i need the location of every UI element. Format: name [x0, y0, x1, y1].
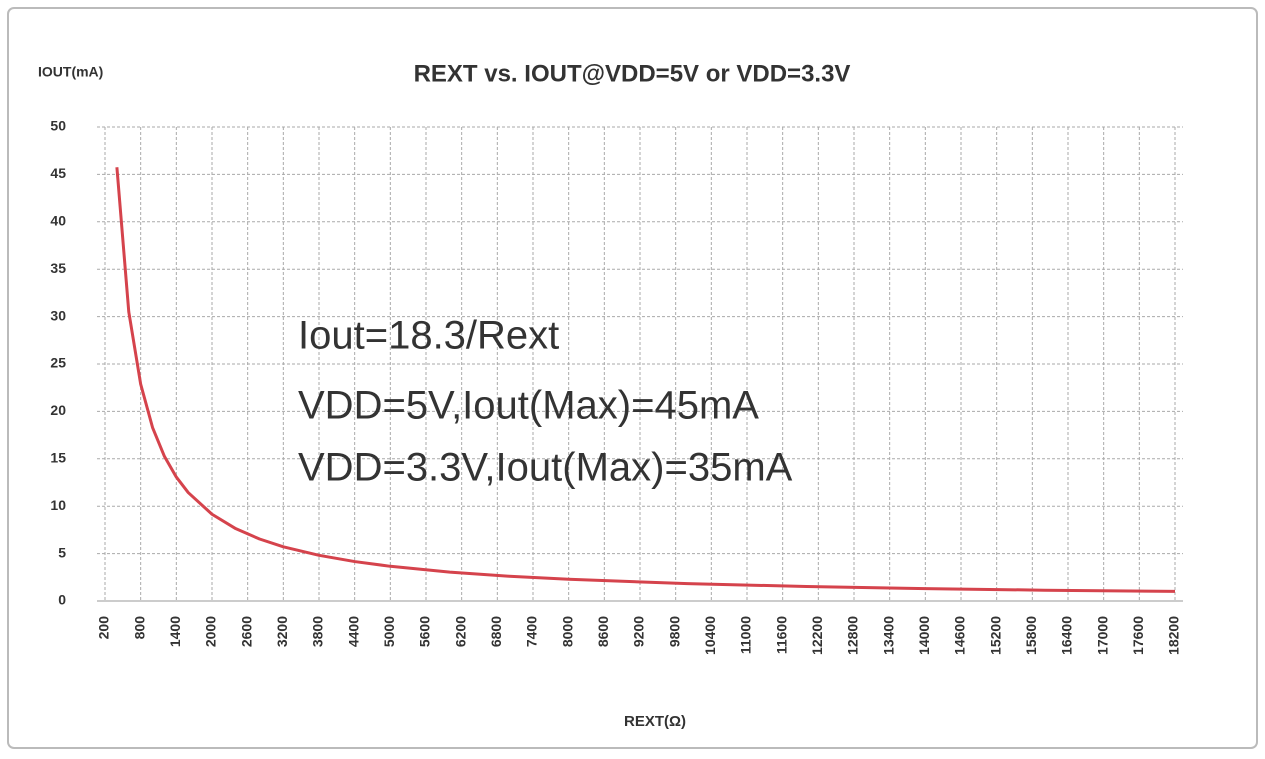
x-tick-label: 14000: [916, 616, 932, 655]
x-tick-label: 14600: [952, 616, 968, 655]
x-tick-label: 12200: [809, 616, 825, 655]
x-tick-label: 200: [96, 616, 112, 640]
x-tick-label: 11600: [773, 616, 789, 654]
y-tick-label: 40: [50, 213, 66, 229]
x-tick-label: 5000: [381, 616, 397, 647]
chart-title: REXT vs. IOUT@VDD=5V or VDD=3.3V: [414, 60, 851, 87]
x-tick-label: 16400: [1059, 616, 1075, 655]
y-tick-label: 30: [50, 307, 66, 323]
data-line: [115, 167, 1176, 593]
x-tick-label: 1400: [167, 616, 183, 647]
y-tick-label: 5: [58, 544, 66, 560]
y-tick-label: 15: [50, 450, 66, 466]
annotation: VDD=5V,Iout(Max)=45mA: [298, 384, 759, 428]
x-tick-label: 8600: [595, 616, 611, 647]
x-tick-label: 3800: [310, 616, 326, 647]
x-tick-label: 2600: [238, 616, 254, 647]
x-tick-label: 4400: [345, 616, 361, 647]
chart-frame: [7, 7, 1258, 749]
y-tick-label: 20: [50, 402, 66, 418]
y-tick-label: 25: [50, 355, 66, 371]
x-tick-label: 6200: [452, 616, 468, 647]
x-tick-label: 18200: [1166, 616, 1182, 655]
y-axis-label: IOUT(mA): [38, 64, 103, 80]
x-tick-label: 17000: [1094, 616, 1110, 655]
x-tick-label: 800: [131, 616, 147, 640]
x-tick-label: 3200: [274, 616, 290, 647]
x-tick-label: 15200: [987, 616, 1003, 655]
annotation: VDD=3.3V,Iout(Max)=35mA: [298, 446, 793, 490]
x-tick-label: 10400: [702, 616, 718, 655]
x-tick-label: 11000: [738, 616, 754, 654]
x-tick-label: 13400: [880, 616, 896, 655]
x-tick-label: 17600: [1130, 616, 1146, 655]
x-tick-label: 2000: [203, 616, 219, 647]
annotation: Iout=18.3/Rext: [298, 314, 559, 358]
x-tick-label: 7400: [524, 616, 540, 647]
y-tick-label: 45: [50, 165, 66, 181]
x-tick-label: 15800: [1023, 616, 1039, 655]
x-tick-label: 9200: [631, 616, 647, 647]
x-tick-label: 8000: [559, 616, 575, 647]
y-tick-label: 35: [50, 260, 66, 276]
x-axis-label: REXT(Ω): [624, 713, 686, 730]
plot: 0 5 10 15 20 25 30 35 40 45 50 200 800 1400 2000 2600 32…: [50, 118, 1183, 655]
y-tick-label: 0: [58, 592, 66, 608]
y-tick-label: 50: [50, 118, 66, 134]
x-tick-label: 9800: [666, 616, 682, 647]
x-tick-label: 6800: [488, 616, 504, 647]
y-tick-label: 10: [50, 497, 66, 513]
x-tick-label: 5600: [417, 616, 433, 647]
x-tick-label: 12800: [845, 616, 861, 655]
